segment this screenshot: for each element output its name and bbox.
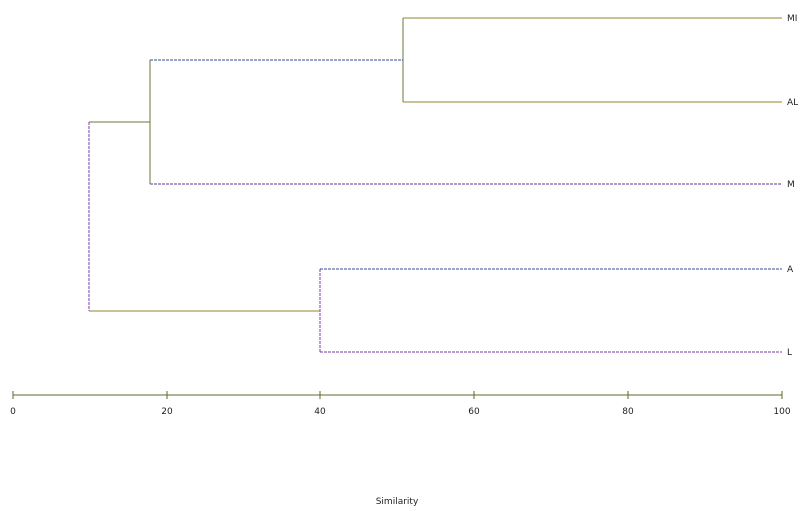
leaf-label-mi: MI: [787, 14, 797, 24]
axis-tick-label-100: 100: [773, 407, 790, 417]
leaf-label-m: M: [787, 180, 795, 190]
leaf-label-al: AL: [787, 98, 798, 108]
axis-tick-label-20: 20: [161, 407, 173, 417]
leaf-label-l: L: [787, 348, 792, 358]
leaf-label-a: A: [787, 265, 794, 275]
dendrogram-tree: [88, 17, 782, 353]
leaf-labels: MI AL M A L: [787, 14, 798, 358]
axis-title: Similarity: [376, 497, 419, 507]
axis-tick-label-0: 0: [10, 407, 16, 417]
axis-tick-label-60: 60: [468, 407, 480, 417]
axis-tick-label-80: 80: [622, 407, 634, 417]
similarity-axis: 0 20 40 60 80 100: [10, 391, 791, 417]
axis-tick-label-40: 40: [314, 407, 326, 417]
